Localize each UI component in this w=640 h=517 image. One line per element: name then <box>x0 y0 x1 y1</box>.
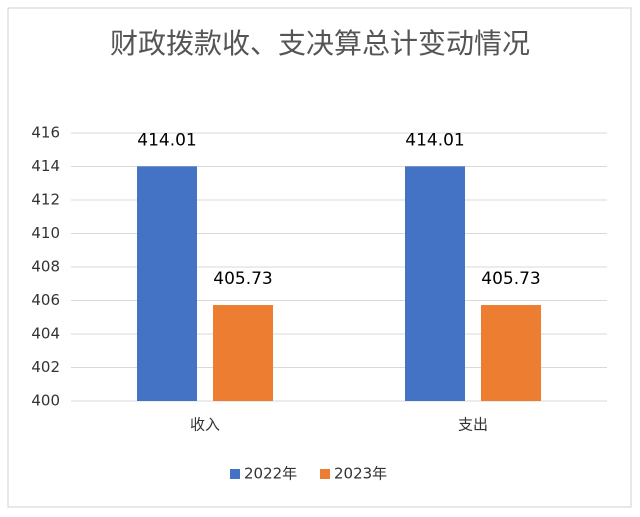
data-label: 414.01 <box>137 130 196 150</box>
data-label: 405.73 <box>481 269 540 289</box>
x-tick-label: 支出 <box>458 416 488 434</box>
y-tick-label: 410 <box>31 224 60 242</box>
y-tick-label: 414 <box>31 157 60 175</box>
legend-swatch <box>320 469 330 479</box>
bar <box>137 166 197 401</box>
x-tick-label: 收入 <box>190 416 220 434</box>
legend-label: 2023年 <box>334 465 387 483</box>
bar <box>213 305 273 401</box>
data-label: 414.01 <box>405 130 464 150</box>
data-label: 405.73 <box>213 269 272 289</box>
y-tick-label: 402 <box>31 358 60 376</box>
y-tick-label: 400 <box>31 392 60 410</box>
bar <box>405 166 465 401</box>
y-tick-label: 412 <box>31 191 60 209</box>
chart-border <box>7 7 632 508</box>
chart-title: 财政拨款收、支决算总计变动情况 <box>110 27 531 60</box>
legend-label: 2022年 <box>244 465 297 483</box>
legend-swatch <box>230 469 240 479</box>
y-tick-label: 408 <box>31 258 60 276</box>
y-tick-label: 404 <box>31 325 60 343</box>
y-tick-label: 406 <box>31 291 60 309</box>
bar <box>481 305 541 401</box>
y-tick-label: 416 <box>31 124 60 142</box>
